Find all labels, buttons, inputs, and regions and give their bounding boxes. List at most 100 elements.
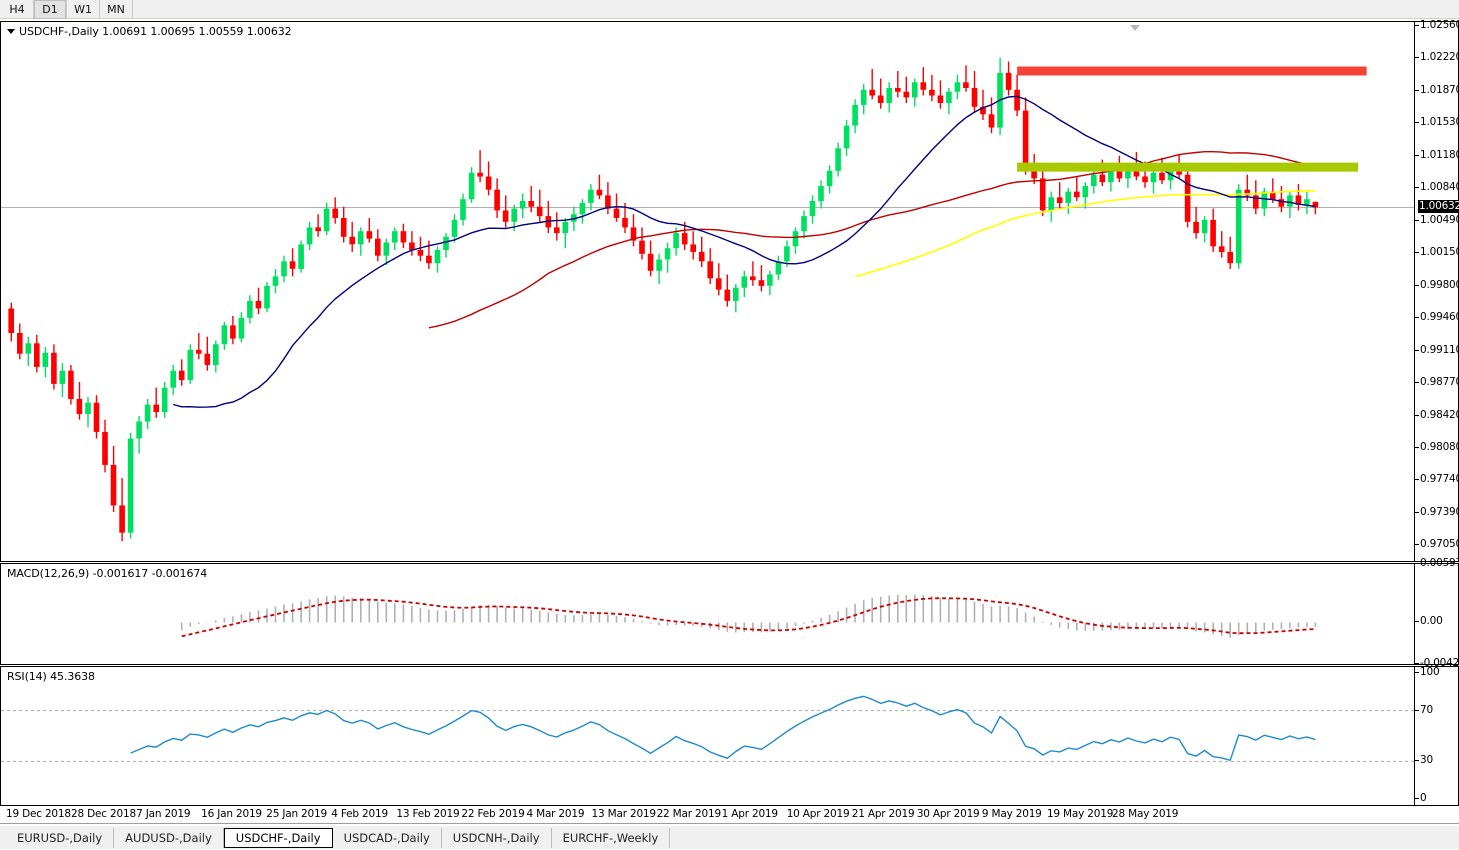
candle-body [511, 208, 517, 222]
tick-mark [1415, 709, 1419, 711]
candle-body [929, 89, 935, 96]
time-axis-label: 21 Apr 2019 [851, 808, 915, 820]
candle-body [434, 250, 441, 264]
candle-body [366, 231, 373, 239]
candle-body [383, 242, 390, 256]
candle-body [784, 246, 790, 262]
candle-body [102, 431, 108, 465]
tick-mark [1415, 414, 1419, 416]
candle-body [306, 227, 313, 245]
candle-body [673, 233, 679, 249]
candle-body [1048, 197, 1054, 211]
tick-mark [1415, 671, 1419, 673]
tick-mark [1415, 349, 1419, 351]
tick-mark [1415, 760, 1419, 762]
candle-body [758, 280, 765, 286]
rsi-indicator-pane[interactable]: RSI(14) 45.3638 100 70 30 0 [0, 666, 1459, 806]
candle-body [1193, 221, 1199, 234]
macd-tick-label: 0.00597 [1420, 557, 1459, 569]
timeframe-button-w1[interactable]: W1 [67, 0, 100, 19]
candle-body [767, 274, 773, 286]
candle-body [1005, 72, 1012, 90]
timeframe-label: D1 [42, 3, 58, 16]
candle-body [571, 214, 577, 222]
candle-body [971, 88, 978, 107]
candle-body [400, 231, 407, 243]
candle-body [213, 344, 219, 365]
time-axis-label: 4 Feb 2019 [331, 808, 388, 820]
chart-tab-eurusd[interactable]: EURUSD-,Daily [6, 828, 115, 848]
time-axis-label: 13 Mar 2019 [591, 808, 657, 820]
candle-body [801, 216, 807, 232]
candle-body [656, 259, 662, 271]
time-axis-label: 13 Feb 2019 [396, 808, 460, 820]
price-tick-label: 0.97050 [1420, 537, 1459, 550]
candle-body [715, 278, 722, 290]
candle-body [1082, 186, 1089, 198]
candle-body [485, 176, 492, 190]
time-axis-label: 16 Jan 2019 [201, 808, 262, 820]
timeframe-button-d1[interactable]: D1 [34, 0, 67, 19]
period-separator-marker-icon [1130, 25, 1140, 31]
price-axis-scale[interactable]: 1.02560 1.02220 1.01870 1.01530 1.01180 1.008… [1414, 19, 1459, 561]
time-axis-label: 28 May 2019 [1112, 808, 1179, 820]
candle-body [93, 402, 100, 432]
price-tick-label: 0.99110 [1420, 343, 1459, 356]
candle-body [68, 370, 74, 399]
candle-body [579, 202, 586, 215]
candle-body [272, 276, 279, 286]
chart-tab-usdcad[interactable]: USDCAD-,Daily [333, 828, 442, 848]
collapse-triangle-icon[interactable] [7, 28, 15, 34]
price-pane-header-text: USDCHF-,Daily 1.00691 1.00695 1.00559 1.… [19, 25, 292, 38]
chart-tab-usdchf[interactable]: USDCHF-,Daily [223, 828, 333, 848]
candle-body [494, 189, 500, 211]
rsi-plot-area[interactable] [1, 667, 1414, 805]
timeframe-button-h4[interactable]: H4 [0, 0, 34, 19]
candle-body [1116, 170, 1123, 179]
candle-body [1227, 251, 1233, 264]
time-axis-label: 19 Dec 2018 [6, 808, 71, 820]
candle-body [681, 233, 688, 245]
candle-body [1099, 174, 1106, 183]
macd-pane-header: MACD(12,26,9) -0.001617 -0.001674 [7, 567, 208, 580]
candle-body [230, 325, 236, 339]
candle-body [920, 82, 927, 90]
candle-body [528, 201, 534, 207]
candle-body [630, 227, 637, 241]
price-plot-area[interactable] [1, 22, 1414, 561]
chart-tab-audusd[interactable]: AUDUSD-,Daily [114, 828, 224, 848]
price-tick-label: 1.00150 [1420, 245, 1459, 258]
chart-tab-label: USDCAD-,Daily [343, 831, 430, 845]
candle-body [8, 308, 14, 333]
candle-body [886, 88, 892, 104]
chart-tab-label: USDCHF-,Daily [235, 831, 321, 845]
candle-body [17, 333, 23, 354]
candle-body [119, 505, 125, 533]
candle-body [153, 404, 159, 413]
tick-mark [1415, 798, 1419, 800]
candle-body [792, 231, 799, 247]
macd-indicator-pane[interactable]: MACD(12,26,9) -0.001617 -0.001674 0.0059… [0, 557, 1459, 669]
candle-body [622, 218, 628, 228]
chart-tab-eurchf[interactable]: EURCHF-,Weekly [552, 828, 671, 848]
candle-body [144, 404, 151, 422]
candle-body [1287, 195, 1293, 207]
time-axis-label: 4 Mar 2019 [526, 808, 585, 820]
candle-body [536, 206, 543, 217]
candle-body [1295, 195, 1302, 205]
macd-plot-area[interactable] [1, 564, 1414, 664]
candle-body [1125, 167, 1131, 179]
candle-body [596, 189, 603, 196]
candle-body [315, 227, 321, 232]
current-price-label: 1.00632 [1418, 200, 1459, 214]
timeframe-button-mn[interactable]: MN [100, 0, 133, 19]
tick-mark [1415, 89, 1419, 91]
candle-body [852, 104, 858, 126]
price-chart-pane[interactable]: USDCHF-,Daily 1.00691 1.00695 1.00559 1.… [0, 19, 1459, 562]
candle-body [912, 82, 918, 98]
chart-tab-usdcnh[interactable]: USDCNH-,Daily [442, 828, 552, 848]
candle-body [843, 125, 850, 149]
candle-body [826, 170, 833, 186]
candle-body [1108, 170, 1114, 183]
timeframe-toolbar: H4 D1 W1 MN [0, 0, 1459, 19]
